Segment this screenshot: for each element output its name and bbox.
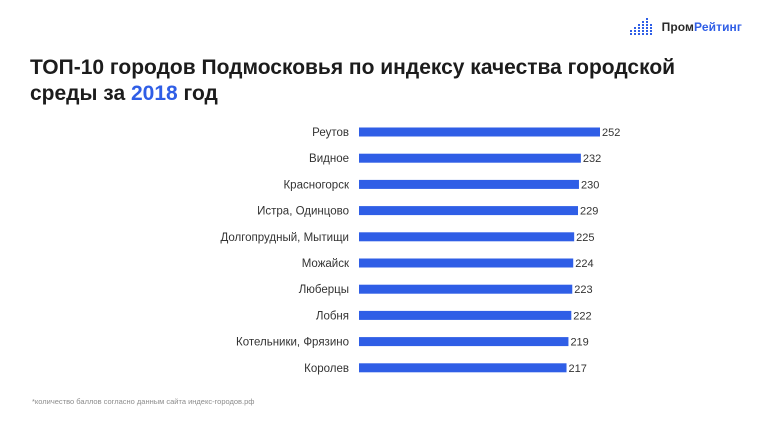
category-label: Красногорск (283, 179, 349, 191)
brand-name-part1: Пром (661, 20, 695, 34)
bar (359, 153, 581, 163)
value-label: 229 (580, 206, 598, 218)
value-label: 223 (574, 284, 592, 296)
category-label: Истра, Одинцово (257, 206, 349, 218)
bar (359, 258, 574, 268)
category-label: Реутов (312, 127, 349, 139)
bar (359, 310, 572, 320)
brand-logo: ПромРейтинг (629, 18, 742, 36)
title-text-before: ТОП-10 городов Подмосковья по индексу ка… (30, 56, 676, 105)
value-label: 224 (575, 258, 593, 270)
bar (359, 206, 579, 216)
category-label: Котельники, Фрязино (236, 337, 349, 349)
bar (359, 179, 579, 189)
value-label: 217 (569, 363, 587, 375)
value-label: 219 (570, 337, 588, 349)
bar (359, 127, 600, 137)
chart-title: ТОП-10 городов Подмосковья по индексу ка… (30, 55, 730, 107)
value-label: 230 (581, 179, 599, 191)
bar (359, 284, 573, 294)
value-label: 232 (583, 153, 601, 165)
bar-dots-logo-icon (629, 18, 652, 35)
category-label: Видное (309, 153, 349, 165)
brand-name: ПромРейтинг (662, 20, 742, 34)
bar (359, 363, 567, 373)
title-year: 2018 (130, 82, 178, 105)
category-label: Можайск (302, 258, 350, 270)
value-label: 222 (573, 310, 591, 322)
title-text-after: год (177, 82, 218, 105)
category-label: Люберцы (299, 284, 349, 296)
category-label: Королев (304, 363, 349, 375)
value-label: 225 (576, 232, 594, 244)
bar (359, 232, 575, 242)
category-label: Лобня (316, 310, 349, 322)
footnote: *количество баллов согласно данным сайта… (32, 397, 255, 406)
bar (359, 337, 569, 347)
brand-name-part2: Рейтинг (694, 20, 742, 34)
category-label: Долгопрудный, Мытищи (220, 232, 349, 244)
value-label: 252 (602, 127, 620, 139)
